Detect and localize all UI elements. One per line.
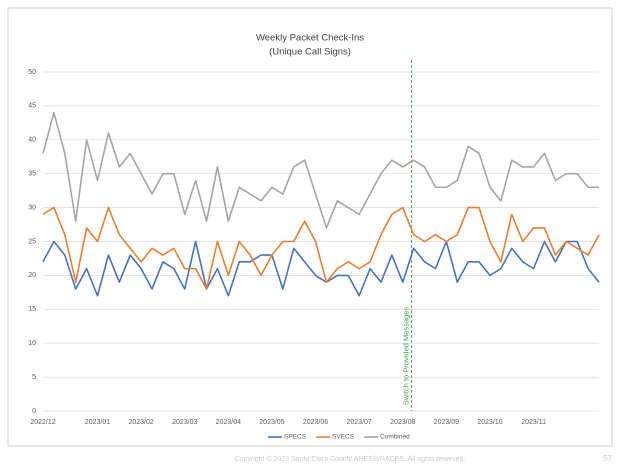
y-tick-label: 5: [32, 374, 36, 381]
series-line: [42, 111, 599, 229]
x-tick-label: 2023/09: [434, 419, 459, 426]
annotation-label: Switch to Provided Messages: [401, 307, 410, 406]
x-tick-label: 2022/12: [30, 419, 55, 426]
y-tick-label: 10: [28, 340, 36, 347]
x-tick-label: 2023/07: [347, 419, 372, 426]
chart-subtitle: (Unique Call Signs): [269, 47, 351, 58]
series-line: [42, 206, 600, 290]
x-tick-label: 2023/10: [477, 419, 502, 426]
y-tick-label: 35: [28, 171, 36, 178]
y-tick-label: 40: [28, 137, 36, 144]
y-tick-label: 20: [28, 272, 36, 279]
x-tick-label: 2023/11: [521, 419, 546, 426]
x-tick-label: 2023/06: [303, 419, 328, 426]
y-tick-label: 0: [32, 408, 36, 415]
chart-frame: [7, 7, 613, 447]
legend-label: SPECS: [284, 434, 307, 441]
y-tick-label: 45: [28, 103, 36, 110]
y-tick-label: 30: [28, 204, 36, 211]
page-number: 57: [603, 454, 612, 463]
x-tick-label: 2023/03: [172, 419, 197, 426]
x-tick-label: 2023/01: [85, 419, 110, 426]
x-tick-label: 2023/04: [216, 419, 241, 426]
legend-label: Combined: [380, 434, 410, 441]
y-tick-label: 50: [28, 69, 36, 76]
y-tick-label: 15: [28, 306, 36, 313]
series-line: [42, 240, 600, 297]
legend-label: SVECS: [332, 434, 355, 441]
chart-title: Weekly Packet Check-Ins: [256, 33, 364, 44]
y-tick-label: 25: [28, 238, 36, 245]
x-tick-label: 2023/08: [390, 419, 415, 426]
x-tick-label: 2023/02: [128, 419, 153, 426]
copyright: Copyright © 2023 Santa Clara County ARES…: [235, 455, 466, 463]
x-tick-label: 2023/05: [259, 419, 284, 426]
